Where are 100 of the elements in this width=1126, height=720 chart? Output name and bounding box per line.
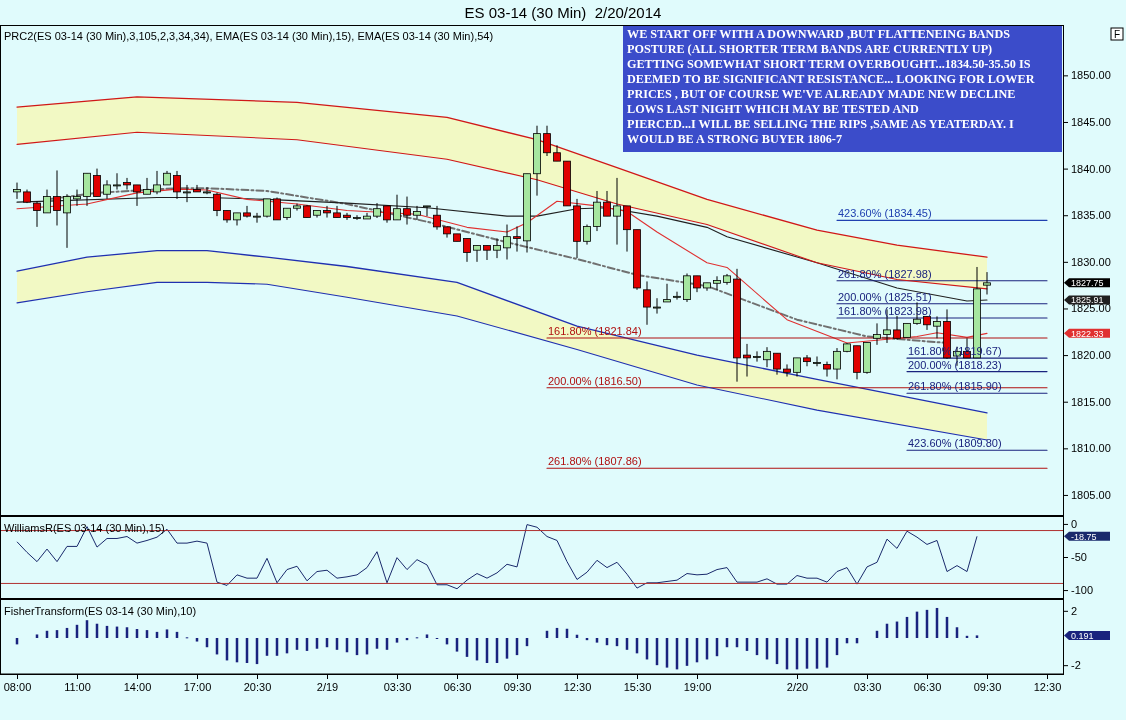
annotation: 161.80% (1821.84): [548, 324, 642, 337]
x-tick-label: 12:30: [1033, 680, 1062, 693]
text: 0.191: [1071, 630, 1094, 641]
candlestick: [193, 184, 201, 193]
candlestick: [33, 200, 41, 228]
candlestick: [873, 322, 881, 346]
candlestick: [393, 194, 401, 221]
x-tick-label: 12:30: [563, 680, 592, 693]
candlestick: [213, 192, 221, 217]
candlestick: [833, 347, 841, 380]
candlestick: [583, 224, 591, 246]
candlestick: [653, 297, 661, 315]
candlestick: [803, 354, 811, 367]
x-tick-label: 20:30: [243, 680, 272, 693]
candlestick: [763, 346, 771, 368]
y-tick-label: 1840.00: [1071, 162, 1111, 175]
candlestick: [353, 214, 361, 221]
chart-subtitle: PRC2(ES 03-14 (30 Min),3,105,2,3,34,34), EMA(ES 03-14 (30 Min),15), EMA(ES 03-14 (30 Min),54): [4, 30, 494, 42]
candlestick: [543, 125, 551, 157]
candlestick: [503, 224, 511, 261]
y-tick-label: 0: [1071, 517, 1078, 530]
x-tick-label: 06:30: [443, 680, 472, 693]
y-tick-label: -2: [1071, 659, 1081, 672]
candlestick: [663, 283, 671, 303]
candlestick: [483, 245, 491, 261]
candlestick: [83, 172, 91, 207]
y-tick-label: -50: [1071, 551, 1087, 564]
candlestick: [673, 291, 681, 301]
candlestick: [13, 182, 21, 200]
candlestick: [433, 205, 441, 231]
candlestick: [823, 361, 831, 378]
candlestick: [473, 245, 481, 263]
y-tick-label: 1830.00: [1071, 255, 1111, 268]
candlestick: [73, 189, 81, 207]
candlestick: [793, 357, 801, 378]
x-tick-label: 03:30: [853, 680, 882, 693]
x-tick-label: 2/20: [786, 680, 809, 693]
candlestick: [93, 168, 101, 198]
candlestick: [103, 179, 111, 200]
annotation: 423.60% (1834.45): [838, 207, 932, 220]
candlestick: [713, 275, 721, 291]
candlestick: [623, 205, 631, 253]
candlestick: [173, 170, 181, 200]
candlestick: [613, 177, 621, 246]
annotation: 200.00% (1816.50): [548, 374, 642, 387]
annotation: 261.80% (1807.86): [548, 455, 642, 468]
candlestick: [363, 212, 371, 220]
candlestick: [413, 205, 421, 221]
y-tick-label: 1810.00: [1071, 442, 1111, 455]
candlestick: [253, 212, 261, 224]
x-tick-label: 14:00: [123, 680, 152, 693]
candlestick: [53, 169, 61, 226]
text: 1822.33: [1071, 328, 1104, 339]
candlestick: [343, 212, 351, 221]
candlestick: [113, 172, 121, 191]
y-tick-label: 1835.00: [1071, 209, 1111, 222]
candlestick: [403, 196, 411, 226]
candlestick: [133, 184, 141, 207]
annotation: 200.00% (1825.51): [838, 290, 932, 303]
x-tick-label: 19:00: [683, 680, 712, 693]
bar: [975, 635, 979, 638]
candlestick: [203, 186, 211, 195]
candlestick: [813, 355, 821, 367]
x-tick-label: 11:00: [64, 680, 91, 693]
candlestick: [983, 271, 991, 295]
candlestick: [493, 238, 501, 259]
candlestick: [263, 198, 271, 219]
x-tick-label: 06:30: [913, 680, 942, 693]
candlestick: [323, 205, 331, 219]
x-tick-label: 17:00: [183, 680, 212, 693]
text: 1827.75: [1071, 278, 1104, 289]
x-tick-label: 03:30: [383, 680, 412, 693]
text: FisherTransform(ES 03-14 (30 Min),10): [4, 605, 197, 617]
annotation: WE START OFF WITH A DOWNWARD ,BUT FLATTENEING BANDS POSTURE (ALL SHORTER TERM BANDS ARE CURRENTLY UP) GETTING SOMEWHAT SHORT TERM OVERBOUGHT...1834.50-35.50 IS DEEMED TO BE SIGNIFICANT RESISTANCE... LOOKING FOR LOWER PRICES , BUT OF COURSE WE'VE ALREADY MADE NEW DECLINE LOWS LAST NIGHT WHICH MAY BE TESTED AND PIERCED...I WILL BE SELLING THE RIPS ,SAME AS YEATERDAY. I WOULD BE A STRONG BUYER 1806-7: [627, 27, 1035, 146]
candlestick: [43, 189, 51, 214]
candlestick: [893, 315, 901, 341]
candlestick: [123, 177, 131, 191]
y-tick-label: 1845.00: [1071, 115, 1111, 128]
candlestick: [603, 190, 611, 217]
line-series: [16, 131, 988, 290]
annotation: 423.60% (1809.80): [908, 437, 1002, 450]
candlestick: [773, 352, 781, 376]
candlestick: [683, 273, 691, 303]
y-tick-label: -100: [1071, 584, 1094, 597]
y-tick-label: 1820.00: [1071, 349, 1111, 362]
candlestick: [153, 170, 161, 195]
candlestick: [183, 184, 191, 203]
chart-title: ES 03-14 (30 Min) 2/20/2014: [464, 4, 662, 21]
candlestick: [513, 225, 521, 253]
x-tick-label: 15:30: [623, 680, 652, 693]
y-tick-label: 1805.00: [1071, 488, 1111, 501]
candlestick: [933, 315, 941, 339]
y-tick-label: 1815.00: [1071, 395, 1111, 408]
candlestick: [783, 363, 791, 378]
x-tick-label: 09:30: [503, 680, 532, 693]
candlestick: [333, 205, 341, 219]
candlestick: [423, 205, 431, 217]
x-tick-label: 08:00: [3, 680, 32, 693]
candlestick: [643, 280, 651, 326]
x-tick-label: 2/19: [316, 680, 339, 693]
